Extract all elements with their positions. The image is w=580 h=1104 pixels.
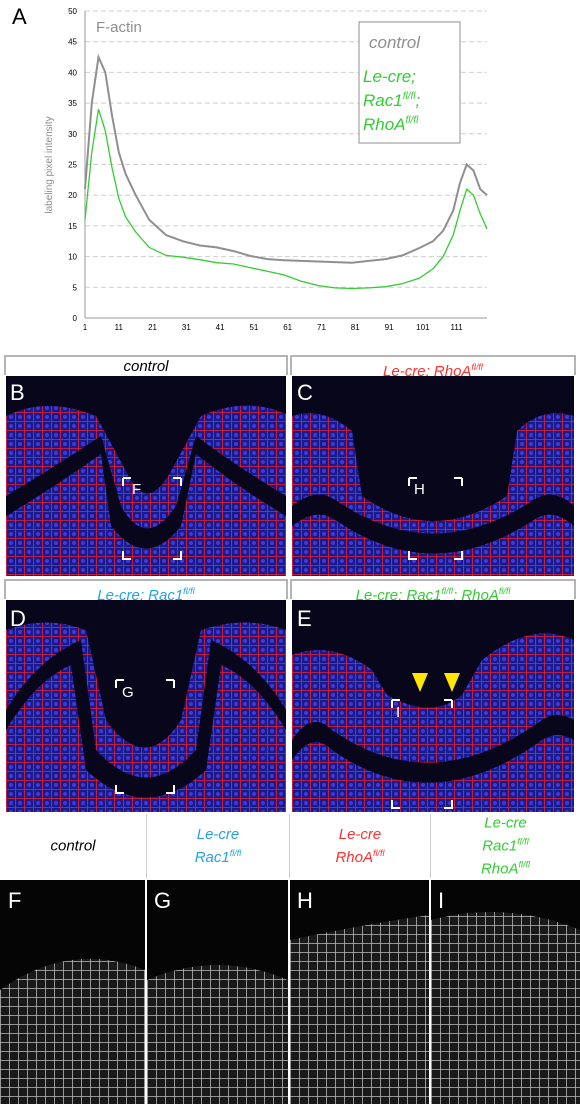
micrograph-h-rhoa [290,880,429,1104]
box-label-g: G [122,684,134,701]
y-tick-label: 30 [68,130,77,139]
y-tick-label: 15 [68,222,77,231]
panel-label-h: H [297,888,313,913]
panel-g-header: Le-cre Rac1fl/fl [147,814,290,878]
series-line-mutant [84,109,488,290]
panel-h-header: Le-cre RhoAfl/fl [290,814,431,878]
x-tick-label: 51 [249,323,258,332]
panel-e-header: Le-cre; Rac1fl/fl; RhoAfl/fl [290,579,576,604]
micrograph-i-double [431,880,580,1104]
x-tick-label: 1 [83,323,88,332]
y-tick-label: 25 [68,161,77,170]
y-axis-label: labeling pixel intensity [44,116,55,213]
y-tick-label: 5 [73,283,78,292]
micrograph-e-double: I [292,600,574,812]
panel-i-header: Le-cre Rac1fl/fl RhoAfl/fl [480,814,531,878]
arrowhead-icon [412,673,428,692]
panel-label-a: A [12,4,27,29]
micrograph-b-control: F [6,376,286,576]
y-tick-label: 35 [68,99,77,108]
x-tick-label: 91 [385,323,394,332]
chart-title: F-actin [96,19,142,36]
panel-label-b: B [10,380,25,405]
box-label-h: H [414,481,425,498]
y-tick-label: 20 [68,191,77,200]
panel-label-i: I [438,888,445,913]
panel-label-e: E [297,606,312,631]
y-tick-label: 50 [68,7,77,16]
panel-d-header: Le-cre; Rac1fl/fl [4,579,288,604]
y-tick-label: 45 [68,38,77,47]
panel-label-c: C [297,380,313,405]
y-tick-label: 0 [73,314,78,323]
legend-box [358,21,461,144]
panel-label-g: G [154,888,172,913]
micrograph-g-rac1 [147,880,288,1104]
micrograph-f-control [0,880,145,1104]
x-tick-label: 61 [283,323,292,332]
x-tick-label: 101 [416,323,430,332]
arrowhead-icon [444,673,460,692]
x-tick-labels: 1 11 21 31 41 51 61 71 81 91 101 111 [83,323,463,332]
panel-f-header: control [0,814,147,878]
x-tick-label: 81 [351,323,360,332]
series-line-control [84,53,488,264]
x-tick-label: 71 [317,323,326,332]
x-tick-label: 21 [148,323,157,332]
y-tick-label: 10 [68,253,77,262]
legend-mutant-line1: Le-cre; [363,67,416,86]
box-label-f: F [132,481,141,498]
x-tick-label: 31 [182,323,191,332]
panel-label-d: D [10,606,26,631]
x-tick-label: 11 [115,323,124,332]
micrograph-c-rhoa: H [292,376,574,576]
micrograph-d-rac1: G [6,600,286,812]
legend-mutant-line3: RhoAfl/fl [363,115,419,134]
y-tick-label: 40 [68,68,77,77]
box-label-i: I [396,704,400,721]
x-tick-label: 111 [451,323,464,332]
x-tick-label: 41 [216,323,225,332]
legend-control: control [369,33,421,52]
panel-label-f: F [8,888,22,913]
panel-b-header: control [4,355,288,375]
legend-mutant-line2: Rac1fl/fl; [363,91,420,110]
y-tick-labels: 0 5 10 15 20 25 30 35 40 45 50 [68,7,77,323]
panel-c-header: Le-cre; RhoAfl/fl [290,355,576,380]
